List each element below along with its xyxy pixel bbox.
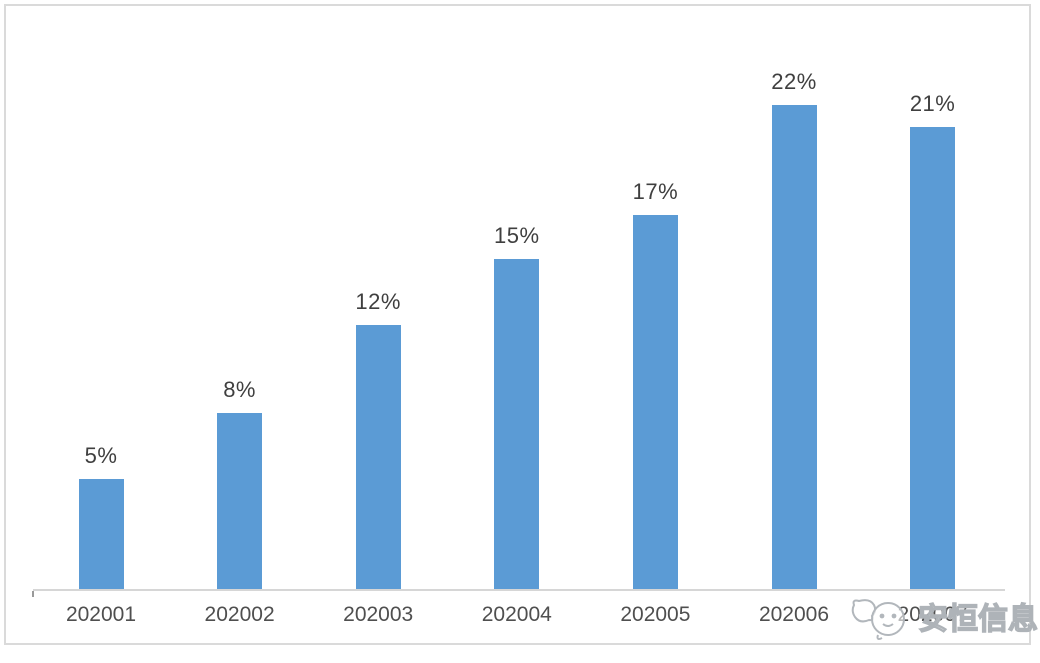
data-label-202005: 17% — [632, 179, 679, 204]
data-label-202003: 12% — [355, 289, 401, 314]
axis-origin-tick — [32, 591, 34, 597]
bar-202003 — [355, 325, 401, 589]
data-label-202007: 21% — [909, 91, 956, 116]
data-label-202006: 22% — [771, 69, 817, 94]
x-tick-label-202005: 202005 — [620, 603, 691, 626]
data-label-202002: 8% — [223, 377, 256, 402]
x-tick-label-202001: 202001 — [65, 603, 137, 626]
x-axis-line — [33, 589, 1005, 591]
x-tick-label-202007: 202007 — [897, 603, 968, 626]
bar-202006 — [771, 105, 817, 589]
bar-202001 — [78, 479, 124, 589]
x-tick-label-202006: 202006 — [758, 603, 830, 626]
bar-202002 — [217, 413, 263, 589]
x-tick-label-202003: 202003 — [343, 603, 414, 626]
bar-202004 — [494, 259, 540, 589]
bar-202005 — [632, 215, 678, 589]
data-label-202001: 5% — [84, 443, 118, 468]
x-tick-label-202002: 202002 — [204, 603, 275, 626]
data-label-202004: 15% — [494, 223, 540, 248]
x-tick-label-202004: 202004 — [481, 603, 552, 626]
bar-202007 — [910, 127, 956, 589]
